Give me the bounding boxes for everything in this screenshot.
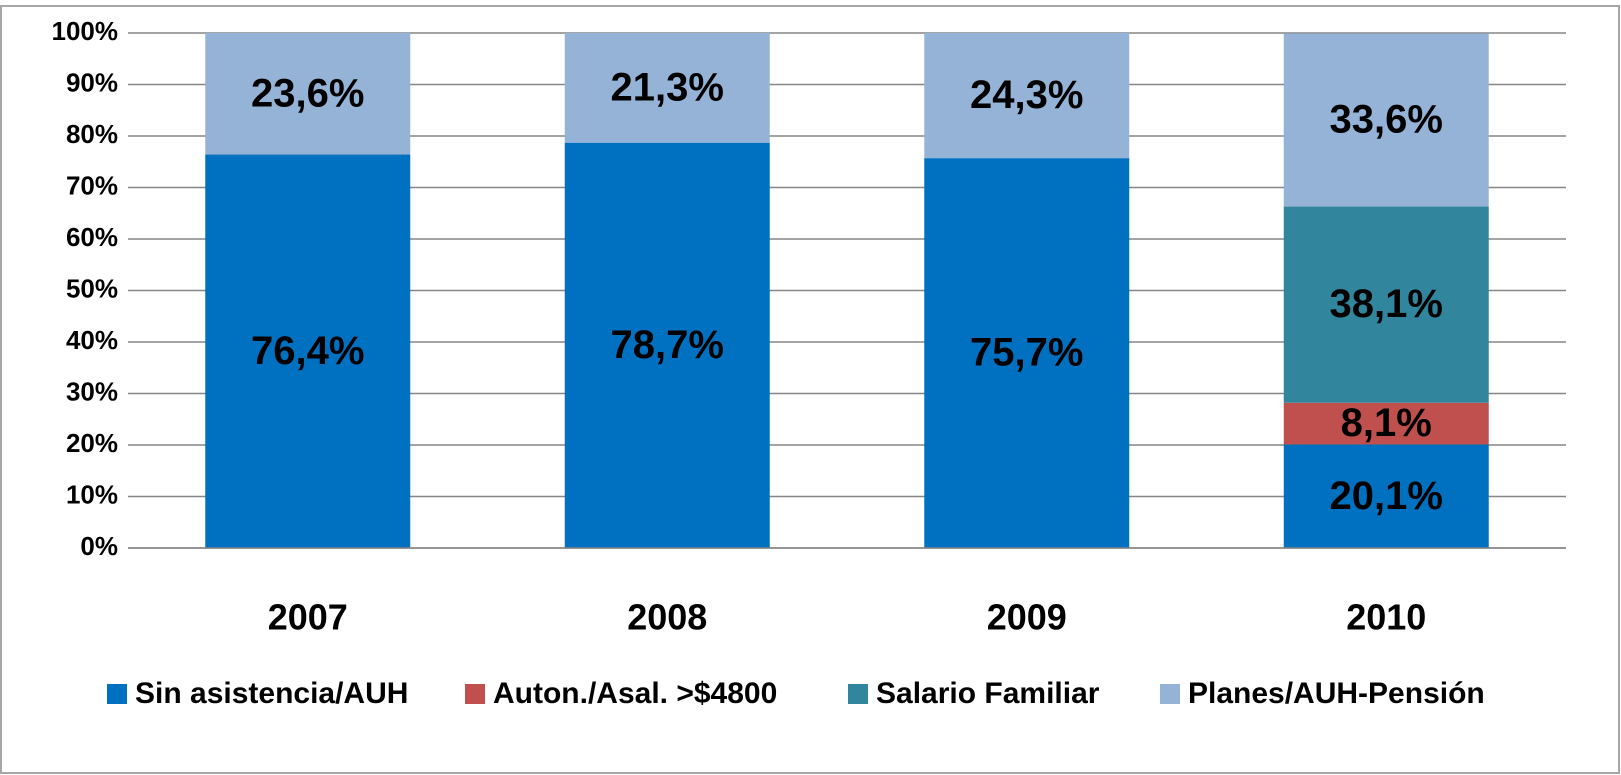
- value-label: 23,6%: [251, 71, 364, 115]
- legend-label: Auton./Asal. >$4800: [493, 677, 777, 710]
- bar-segment: [564, 142, 770, 548]
- bar-segment: [564, 33, 770, 143]
- value-label: 38,1%: [1330, 282, 1443, 326]
- value-label: 24,3%: [970, 73, 1083, 117]
- x-tick-label: 2008: [627, 597, 707, 638]
- bar-segment: [924, 158, 1130, 548]
- bar-segment: [1283, 444, 1489, 548]
- legend-label: Sin asistencia/AUH: [135, 677, 408, 710]
- bar-segment: [1283, 33, 1489, 207]
- bar-segment: [1283, 206, 1489, 403]
- y-tick-label: 30%: [66, 376, 118, 406]
- bar-segment: [924, 33, 1130, 159]
- y-tick-label: 20%: [66, 428, 118, 458]
- y-tick-label: 100%: [52, 16, 119, 46]
- value-label: 75,7%: [970, 331, 1083, 375]
- legend-swatch: [107, 684, 127, 704]
- y-tick-label: 10%: [66, 479, 118, 509]
- y-tick-label: 40%: [66, 325, 118, 355]
- y-tick-label: 90%: [66, 67, 118, 97]
- value-label: 33,6%: [1330, 98, 1443, 142]
- x-tick-label: 2009: [987, 597, 1067, 638]
- bar-segment: [205, 154, 411, 549]
- legend-swatch: [465, 684, 485, 704]
- x-tick-label: 2007: [268, 597, 348, 638]
- y-tick-label: 50%: [66, 273, 118, 303]
- legend-label: Planes/AUH-Pensión: [1188, 677, 1485, 710]
- value-label: 78,7%: [611, 323, 724, 367]
- legend-swatch: [848, 684, 868, 704]
- bar-segment: [1283, 402, 1489, 445]
- value-label: 20,1%: [1330, 474, 1443, 518]
- value-label: 21,3%: [611, 65, 724, 109]
- value-label: 76,4%: [251, 329, 364, 373]
- bar-segment: [205, 33, 411, 155]
- legend-label: Salario Familiar: [876, 677, 1100, 710]
- value-label: 8,1%: [1341, 401, 1432, 445]
- y-tick-label: 70%: [66, 170, 118, 200]
- legend-swatch: [1160, 684, 1180, 704]
- x-tick-label: 2010: [1346, 597, 1426, 638]
- y-tick-label: 80%: [66, 119, 118, 149]
- y-tick-label: 0%: [80, 531, 118, 561]
- y-tick-label: 60%: [66, 222, 118, 252]
